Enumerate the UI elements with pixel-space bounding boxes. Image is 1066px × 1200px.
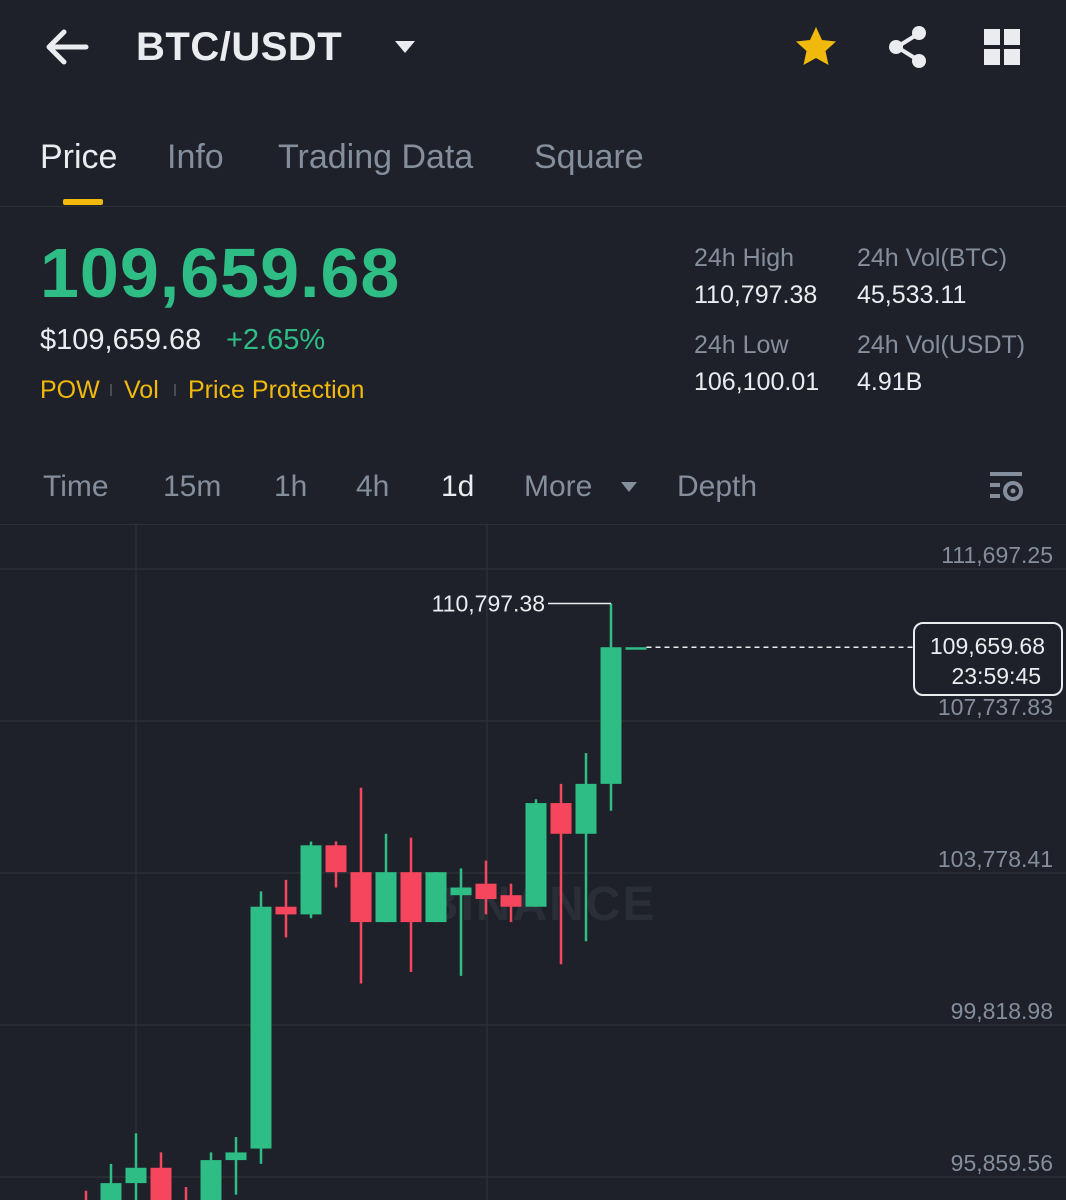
tag-separator [110, 384, 112, 396]
grid-menu-button[interactable] [978, 24, 1026, 70]
candle [375, 833, 397, 923]
divider [0, 524, 1066, 525]
candle-body [150, 1167, 172, 1200]
last-price-label-countdown: 23:59:45 [951, 663, 1041, 689]
candle [450, 868, 472, 976]
tag-price-protection[interactable]: Price Protection [188, 376, 365, 404]
candle [400, 837, 422, 972]
candle-body [300, 845, 322, 915]
candle-body [425, 872, 447, 923]
pair-title[interactable]: BTC/USDT [136, 25, 343, 69]
price-change-percent: +2.65% [226, 324, 326, 356]
candle [600, 603, 622, 811]
stat-24h-vol-usdt-value: 4.91B [857, 368, 923, 396]
y-axis-tick-label: 103,778.41 [938, 846, 1053, 872]
candle [575, 753, 597, 942]
interval-time[interactable]: Time [43, 470, 109, 503]
tag-separator [174, 384, 176, 396]
caret-down-icon[interactable] [620, 480, 638, 492]
candle-body [550, 803, 572, 834]
divider [0, 206, 1066, 207]
y-axis-tick-label: 99,818.98 [951, 998, 1053, 1024]
tab-price[interactable]: Price [40, 138, 118, 176]
y-axis-tick-label: 107,737.83 [938, 694, 1053, 720]
candle-body [500, 895, 522, 907]
candle [200, 1152, 222, 1200]
candle-body [400, 872, 422, 923]
high-annotation-label: 110,797.38 [432, 591, 545, 617]
candle [500, 883, 522, 923]
star-icon [796, 27, 836, 65]
arrow-left-icon [46, 29, 89, 65]
tab-info[interactable]: Info [167, 138, 224, 176]
candlestick-chart[interactable]: BINANCE 111,697.25107,737.83103,778.4199… [0, 525, 1066, 1200]
candle [625, 647, 647, 650]
interval-15m[interactable]: 15m [163, 470, 222, 503]
stat-24h-high-value: 110,797.38 [694, 281, 818, 309]
candle [300, 841, 322, 919]
tab-trading-data[interactable]: Trading Data [278, 138, 474, 176]
candle [225, 1137, 247, 1195]
candle [550, 783, 572, 965]
candle-body [450, 887, 472, 896]
candle [125, 1133, 147, 1200]
stat-24h-low-label: 24h Low [694, 331, 789, 359]
candle-body [200, 1160, 222, 1200]
candle [184, 1186, 188, 1200]
candle [425, 872, 447, 923]
candle [100, 1163, 122, 1200]
last-price-label-value: 109,659.68 [929, 633, 1045, 659]
interval-4h[interactable]: 4h [356, 470, 390, 503]
chart-settings-icon[interactable] [986, 468, 1026, 506]
candle [250, 891, 272, 1164]
interval-1h[interactable]: 1h [274, 470, 308, 503]
back-button[interactable] [40, 24, 92, 70]
candle [84, 1190, 88, 1200]
candle [350, 787, 372, 984]
stat-24h-vol-btc-label: 24h Vol(BTC) [857, 244, 1008, 272]
tag-vol[interactable]: Vol [124, 376, 159, 404]
candle-body [250, 906, 272, 1149]
candle-body [475, 883, 497, 900]
candle-body [275, 906, 297, 915]
stat-24h-vol-btc-value: 45,533.11 [857, 281, 967, 309]
stat-24h-low-value: 106,100.01 [694, 368, 820, 396]
candle [325, 841, 347, 888]
usd-price: $109,659.68 [40, 324, 202, 356]
tag-pow[interactable]: POW [40, 376, 100, 404]
candle [275, 879, 297, 938]
caret-down-icon[interactable] [392, 38, 418, 56]
candle-body [225, 1152, 247, 1161]
candle-body [350, 872, 372, 923]
last-price: 109,659.68 [40, 234, 401, 312]
stat-24h-vol-usdt-label: 24h Vol(USDT) [857, 331, 1026, 359]
share-icon [889, 26, 926, 68]
share-button[interactable] [884, 24, 932, 70]
interval-more[interactable]: More [524, 470, 593, 503]
last-price-label [913, 622, 1063, 696]
candle-body [325, 845, 347, 873]
candle [150, 1152, 172, 1200]
candle-body [125, 1167, 147, 1184]
interval-depth[interactable]: Depth [677, 470, 758, 503]
candle-body [375, 872, 397, 923]
candle-body [600, 647, 622, 784]
candle [525, 799, 547, 907]
active-tab-indicator [63, 199, 103, 205]
stat-24h-high-label: 24h High [694, 244, 795, 272]
candle-body [525, 803, 547, 907]
y-axis-tick-label: 95,859.56 [951, 1150, 1053, 1176]
interval-1d[interactable]: 1d [441, 470, 475, 503]
favorite-button[interactable] [792, 24, 840, 70]
candle-body [100, 1183, 122, 1200]
candle [475, 860, 497, 915]
y-axis-tick-label: 111,697.25 [941, 542, 1053, 568]
grid-icon [984, 29, 1020, 65]
candle-body [575, 783, 597, 834]
candle-body [625, 647, 647, 650]
tab-square[interactable]: Square [534, 138, 644, 176]
